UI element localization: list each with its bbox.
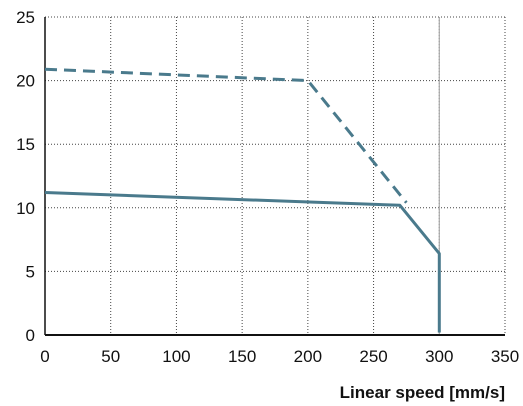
x-tick-label: 350 [491, 347, 519, 366]
x-tick-label: 200 [294, 347, 322, 366]
y-tick-label: 5 [26, 262, 35, 281]
y-tick-label: 0 [26, 326, 35, 345]
y-tick-label: 25 [16, 8, 35, 27]
x-tick-label: 150 [228, 347, 256, 366]
series-line-dashed [44, 67, 408, 204]
x-tick-label: 250 [359, 347, 387, 366]
grid [45, 16, 506, 335]
x-tick-label: 50 [101, 347, 120, 366]
x-tick-label: 0 [40, 347, 49, 366]
y-tick-label: 10 [16, 199, 35, 218]
series-group [44, 67, 441, 333]
tick-labels: 0 50 100 150 200 250 300 350 0 5 10 15 20 25 [16, 8, 519, 366]
x-axis-label: Linear speed [mm/s] [340, 383, 505, 402]
series-line-solid [44, 191, 441, 333]
y-tick-label: 20 [16, 72, 35, 91]
axes [44, 17, 505, 336]
x-tick-label: 300 [425, 347, 453, 366]
x-tick-label: 100 [162, 347, 190, 366]
y-tick-label: 15 [16, 135, 35, 154]
